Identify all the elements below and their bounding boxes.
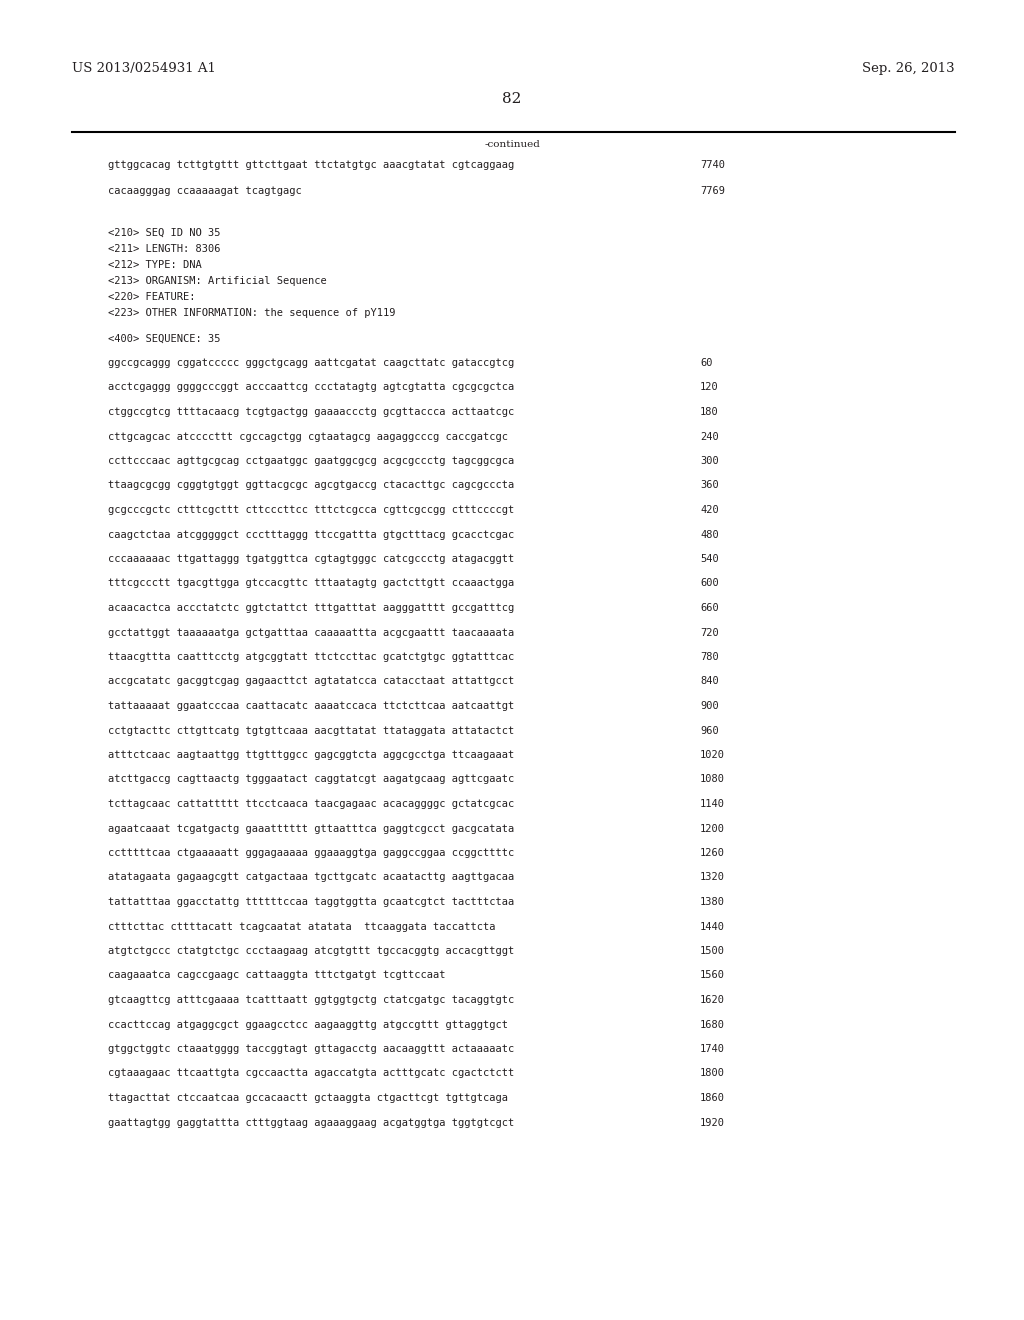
Text: 1020: 1020 — [700, 750, 725, 760]
Text: 780: 780 — [700, 652, 719, 663]
Text: 1740: 1740 — [700, 1044, 725, 1053]
Text: 82: 82 — [503, 92, 521, 106]
Text: <210> SEQ ID NO 35: <210> SEQ ID NO 35 — [108, 228, 220, 238]
Text: 1560: 1560 — [700, 970, 725, 981]
Text: 960: 960 — [700, 726, 719, 735]
Text: atttctcaac aagtaattgg ttgtttggcc gagcggtcta aggcgcctga ttcaagaaat: atttctcaac aagtaattgg ttgtttggcc gagcggt… — [108, 750, 514, 760]
Text: cctgtacttc cttgttcatg tgtgttcaaa aacgttatat ttataggata attatactct: cctgtacttc cttgttcatg tgtgttcaaa aacgtta… — [108, 726, 514, 735]
Text: ccttcccaac agttgcgcag cctgaatggc gaatggcgcg acgcgccctg tagcggcgca: ccttcccaac agttgcgcag cctgaatggc gaatggc… — [108, 455, 514, 466]
Text: 1200: 1200 — [700, 824, 725, 833]
Text: 1920: 1920 — [700, 1118, 725, 1127]
Text: 1860: 1860 — [700, 1093, 725, 1104]
Text: US 2013/0254931 A1: US 2013/0254931 A1 — [72, 62, 216, 75]
Text: cgtaaagaac ttcaattgta cgccaactta agaccatgta actttgcatc cgactctctt: cgtaaagaac ttcaattgta cgccaactta agaccat… — [108, 1068, 514, 1078]
Text: 7769: 7769 — [700, 186, 725, 195]
Text: ttaacgttta caatttcctg atgcggtatt ttctccttac gcatctgtgc ggtatttcac: ttaacgttta caatttcctg atgcggtatt ttctcct… — [108, 652, 514, 663]
Text: tattaaaaat ggaatcccaa caattacatc aaaatccaca ttctcttcaa aatcaattgt: tattaaaaat ggaatcccaa caattacatc aaaatcc… — [108, 701, 514, 711]
Text: ccacttccag atgaggcgct ggaagcctcc aagaaggttg atgccgttt gttaggtgct: ccacttccag atgaggcgct ggaagcctcc aagaagg… — [108, 1019, 508, 1030]
Text: <213> ORGANISM: Artificial Sequence: <213> ORGANISM: Artificial Sequence — [108, 276, 327, 286]
Text: gcctattggt taaaaaatga gctgatttaa caaaaattta acgcgaattt taacaaaata: gcctattggt taaaaaatga gctgatttaa caaaaat… — [108, 627, 514, 638]
Text: 900: 900 — [700, 701, 719, 711]
Text: atgtctgccc ctatgtctgc ccctaagaag atcgtgttt tgccacggtg accacgttggt: atgtctgccc ctatgtctgc ccctaagaag atcgtgt… — [108, 946, 514, 956]
Text: agaatcaaat tcgatgactg gaaatttttt gttaatttca gaggtcgcct gacgcatata: agaatcaaat tcgatgactg gaaatttttt gttaatt… — [108, 824, 514, 833]
Text: 1260: 1260 — [700, 847, 725, 858]
Text: accgcatatc gacggtcgag gagaacttct agtatatcca catacctaat attattgcct: accgcatatc gacggtcgag gagaacttct agtatat… — [108, 676, 514, 686]
Text: cacaagggag ccaaaaagat tcagtgagc: cacaagggag ccaaaaagat tcagtgagc — [108, 186, 302, 195]
Text: <212> TYPE: DNA: <212> TYPE: DNA — [108, 260, 202, 271]
Text: tattatttaa ggacctattg ttttttccaa taggtggtta gcaatcgtct tactttctaa: tattatttaa ggacctattg ttttttccaa taggtgg… — [108, 898, 514, 907]
Text: 60: 60 — [700, 358, 713, 368]
Text: acaacactca accctatctc ggtctattct tttgatttat aagggatttt gccgatttcg: acaacactca accctatctc ggtctattct tttgatt… — [108, 603, 514, 612]
Text: 1080: 1080 — [700, 775, 725, 784]
Text: 360: 360 — [700, 480, 719, 491]
Text: ctggccgtcg ttttacaacg tcgtgactgg gaaaaccctg gcgttaccca acttaatcgc: ctggccgtcg ttttacaacg tcgtgactgg gaaaacc… — [108, 407, 514, 417]
Text: gaattagtgg gaggtattta ctttggtaag agaaaggaag acgatggtga tggtgtcgct: gaattagtgg gaggtattta ctttggtaag agaaagg… — [108, 1118, 514, 1127]
Text: 600: 600 — [700, 578, 719, 589]
Text: cccaaaaaac ttgattaggg tgatggttca cgtagtgggc catcgccctg atagacggtt: cccaaaaaac ttgattaggg tgatggttca cgtagtg… — [108, 554, 514, 564]
Text: ttagacttat ctccaatcaa gccacaactt gctaaggta ctgacttcgt tgttgtcaga: ttagacttat ctccaatcaa gccacaactt gctaagg… — [108, 1093, 508, 1104]
Text: 180: 180 — [700, 407, 719, 417]
Text: <220> FEATURE:: <220> FEATURE: — [108, 292, 196, 302]
Text: ctttcttac cttttacatt tcagcaatat atatata  ttcaaggata taccattcta: ctttcttac cttttacatt tcagcaatat atatata … — [108, 921, 496, 932]
Text: gttggcacag tcttgtgttt gttcttgaat ttctatgtgc aaacgtatat cgtcaggaag: gttggcacag tcttgtgttt gttcttgaat ttctatg… — [108, 160, 514, 170]
Text: 1680: 1680 — [700, 1019, 725, 1030]
Text: <223> OTHER INFORMATION: the sequence of pY119: <223> OTHER INFORMATION: the sequence of… — [108, 308, 395, 318]
Text: 480: 480 — [700, 529, 719, 540]
Text: 1440: 1440 — [700, 921, 725, 932]
Text: 7740: 7740 — [700, 160, 725, 170]
Text: gcgcccgctc ctttcgcttt cttcccttcc tttctcgcca cgttcgccgg ctttccccgt: gcgcccgctc ctttcgcttt cttcccttcc tttctcg… — [108, 506, 514, 515]
Text: 1380: 1380 — [700, 898, 725, 907]
Text: tttcgccctt tgacgttgga gtccacgttc tttaatagtg gactcttgtt ccaaactgga: tttcgccctt tgacgttgga gtccacgttc tttaata… — [108, 578, 514, 589]
Text: caagctctaa atcgggggct ccctttaggg ttccgattta gtgctttacg gcacctcgac: caagctctaa atcgggggct ccctttaggg ttccgat… — [108, 529, 514, 540]
Text: -continued: -continued — [484, 140, 540, 149]
Text: 120: 120 — [700, 383, 719, 392]
Text: 1800: 1800 — [700, 1068, 725, 1078]
Text: 1500: 1500 — [700, 946, 725, 956]
Text: 540: 540 — [700, 554, 719, 564]
Text: cctttttcaa ctgaaaaatt gggagaaaaa ggaaaggtga gaggccggaa ccggcttttc: cctttttcaa ctgaaaaatt gggagaaaaa ggaaagg… — [108, 847, 514, 858]
Text: <211> LENGTH: 8306: <211> LENGTH: 8306 — [108, 244, 220, 253]
Text: gtcaagttcg atttcgaaaa tcatttaatt ggtggtgctg ctatcgatgc tacaggtgtc: gtcaagttcg atttcgaaaa tcatttaatt ggtggtg… — [108, 995, 514, 1005]
Text: <400> SEQUENCE: 35: <400> SEQUENCE: 35 — [108, 334, 220, 345]
Text: ggccgcaggg cggatccccc gggctgcagg aattcgatat caagcttatc gataccgtcg: ggccgcaggg cggatccccc gggctgcagg aattcga… — [108, 358, 514, 368]
Text: gtggctggtc ctaaatgggg taccggtagt gttagacctg aacaaggttt actaaaaatc: gtggctggtc ctaaatgggg taccggtagt gttagac… — [108, 1044, 514, 1053]
Text: ttaagcgcgg cgggtgtggt ggttacgcgc agcgtgaccg ctacacttgc cagcgcccta: ttaagcgcgg cgggtgtggt ggttacgcgc agcgtga… — [108, 480, 514, 491]
Text: atcttgaccg cagttaactg tgggaatact caggtatcgt aagatgcaag agttcgaatc: atcttgaccg cagttaactg tgggaatact caggtat… — [108, 775, 514, 784]
Text: 840: 840 — [700, 676, 719, 686]
Text: 240: 240 — [700, 432, 719, 441]
Text: cttgcagcac atccccttt cgccagctgg cgtaatagcg aagaggcccg caccgatcgc: cttgcagcac atccccttt cgccagctgg cgtaatag… — [108, 432, 508, 441]
Text: 1140: 1140 — [700, 799, 725, 809]
Text: 300: 300 — [700, 455, 719, 466]
Text: 660: 660 — [700, 603, 719, 612]
Text: atatagaata gagaagcgtt catgactaaa tgcttgcatc acaatacttg aagttgacaa: atatagaata gagaagcgtt catgactaaa tgcttgc… — [108, 873, 514, 883]
Text: tcttagcaac cattattttt ttcctcaaca taacgagaac acacaggggc gctatcgcac: tcttagcaac cattattttt ttcctcaaca taacgag… — [108, 799, 514, 809]
Text: acctcgaggg ggggcccggt acccaattcg ccctatagtg agtcgtatta cgcgcgctca: acctcgaggg ggggcccggt acccaattcg ccctata… — [108, 383, 514, 392]
Text: caagaaatca cagccgaagc cattaaggta tttctgatgt tcgttccaat: caagaaatca cagccgaagc cattaaggta tttctga… — [108, 970, 445, 981]
Text: Sep. 26, 2013: Sep. 26, 2013 — [862, 62, 955, 75]
Text: 1320: 1320 — [700, 873, 725, 883]
Text: 1620: 1620 — [700, 995, 725, 1005]
Text: 420: 420 — [700, 506, 719, 515]
Text: 720: 720 — [700, 627, 719, 638]
